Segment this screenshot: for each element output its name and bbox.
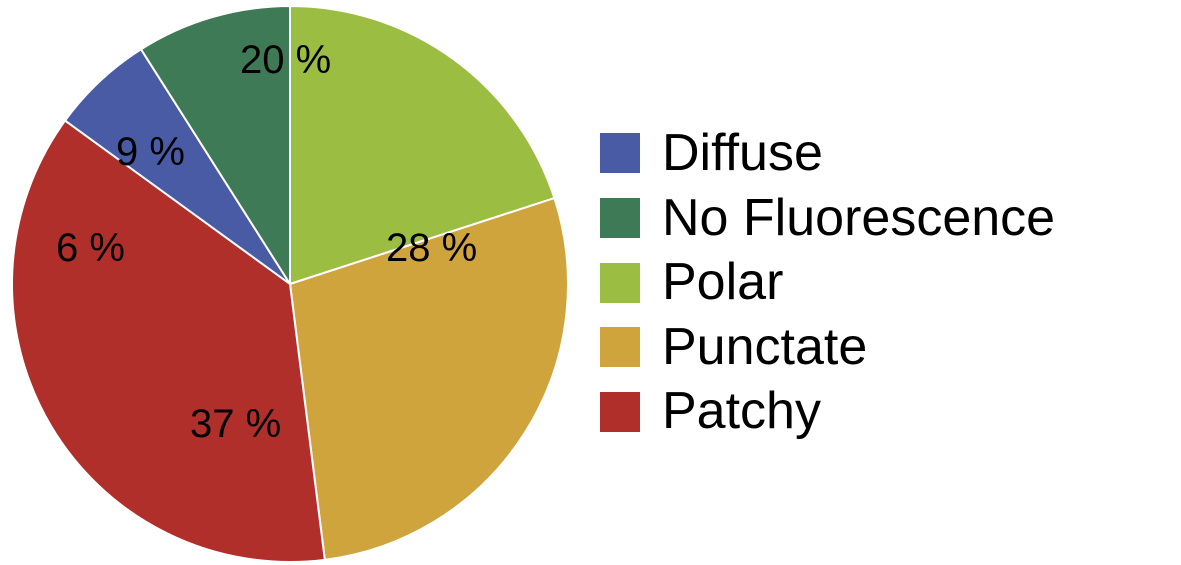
legend-item-polar: Polar	[600, 255, 1055, 310]
slice-label-polar: 20 %	[240, 38, 331, 83]
slice-label-punctate: 28 %	[386, 226, 477, 271]
legend-item-diffuse: Diffuse	[600, 126, 1055, 181]
legend-item-no-fluorescence: No Fluorescence	[600, 191, 1055, 246]
slice-label-diffuse: 6 %	[56, 226, 125, 271]
slice-label-patchy: 37 %	[190, 402, 281, 447]
legend-label-polar: Polar	[662, 255, 783, 310]
legend-swatch-diffuse	[600, 133, 640, 173]
chart-container: 20 % 28 % 37 % 6 % 9 % Diffuse No Fluore…	[0, 0, 1181, 565]
legend-swatch-polar	[600, 263, 640, 303]
legend-swatch-patchy	[600, 392, 640, 432]
slice-label-no-fluorescence: 9 %	[116, 130, 185, 175]
legend-label-no-fluorescence: No Fluorescence	[662, 191, 1055, 246]
legend-swatch-no-fluorescence	[600, 198, 640, 238]
legend-item-punctate: Punctate	[600, 320, 1055, 375]
legend-label-punctate: Punctate	[662, 320, 867, 375]
pie-chart: 20 % 28 % 37 % 6 % 9 %	[0, 0, 580, 565]
legend-label-diffuse: Diffuse	[662, 126, 823, 181]
legend-label-patchy: Patchy	[662, 384, 821, 439]
legend-item-patchy: Patchy	[600, 384, 1055, 439]
pie-svg	[10, 4, 570, 564]
legend-swatch-punctate	[600, 327, 640, 367]
legend: Diffuse No Fluorescence Polar Punctate P…	[580, 116, 1055, 449]
